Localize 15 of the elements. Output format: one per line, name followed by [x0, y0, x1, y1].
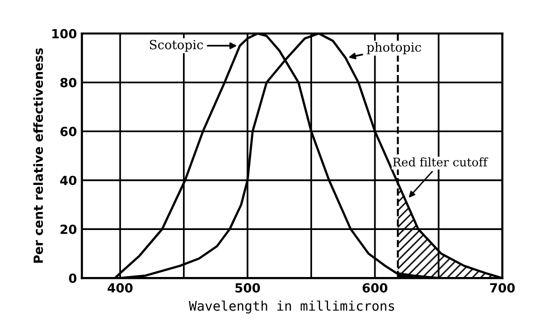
y-axis-title: Per cent relative effectiveness — [33, 48, 43, 263]
legend-label: photopic — [366, 42, 422, 54]
y-tick-label: 60 — [60, 126, 76, 136]
annotation: Red filter cutoff — [393, 157, 488, 167]
x-tick-label: 500 — [235, 283, 260, 293]
y-tick-label: 0 — [68, 274, 76, 283]
x-axis-title: Wavelength in millimicrons — [188, 300, 394, 314]
x-tick-label: 400 — [108, 283, 133, 293]
x-tick-label: 700 — [490, 283, 515, 293]
y-tick-label: 80 — [60, 78, 76, 88]
text: Scotopic — [150, 40, 203, 52]
y-tick-label: 20 — [60, 224, 76, 234]
y-tick-label: 100 — [52, 28, 76, 38]
y-tick-label: 40 — [60, 176, 76, 186]
x-tick-label: 600 — [362, 283, 388, 293]
